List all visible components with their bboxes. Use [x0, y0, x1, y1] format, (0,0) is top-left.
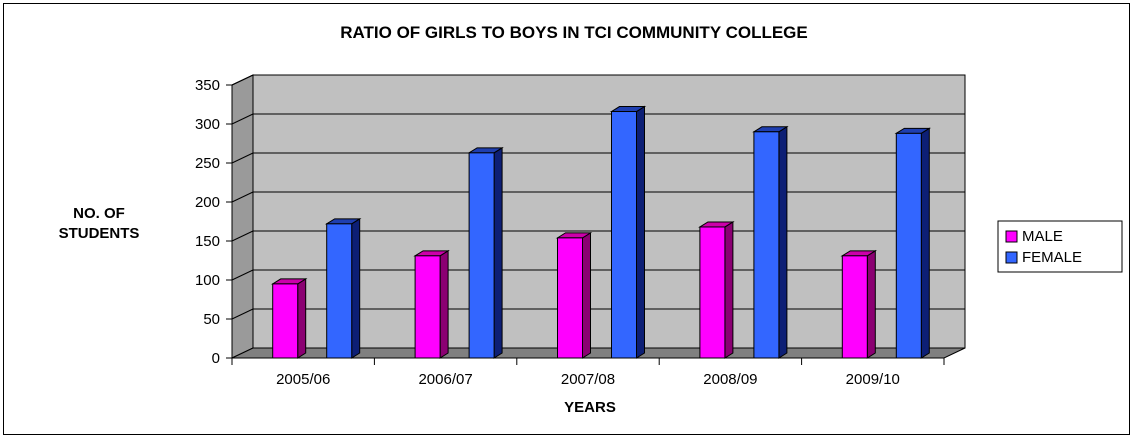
y-tick-label: 200: [195, 194, 220, 211]
y-tick-label: 250: [195, 155, 220, 172]
bar-side-female-4: [920, 127, 930, 359]
bar-side-male-4: [866, 249, 876, 359]
y-tick-label: 50: [203, 311, 220, 328]
grid-line-side: [231, 74, 254, 86]
bar-male-0: [272, 283, 299, 359]
y-tick-label: 350: [195, 77, 220, 94]
bar-side-male-0: [297, 277, 307, 359]
bar-side-female-2: [636, 105, 645, 359]
axes: [226, 84, 945, 365]
legend-label-female: FEMALE: [1022, 249, 1082, 266]
y-axis-label-line-1: NO. OF: [73, 205, 125, 222]
grid-line-side: [231, 191, 254, 203]
legend-label-male: MALE: [1022, 228, 1063, 245]
bar-side-male-2: [582, 231, 591, 359]
y-tick-labels: 0 50 100 150 200 250 300 350: [195, 77, 220, 367]
y-tick-label: 300: [195, 116, 220, 133]
grid-line-side: [231, 269, 254, 281]
bars: [270, 105, 932, 359]
x-tick-label: 2006/07: [418, 371, 472, 388]
grid-line-side: [231, 152, 254, 164]
bar-side-female-1: [493, 146, 503, 359]
x-tick-label: 2009/10: [846, 371, 900, 388]
x-tick-label: 2007/08: [561, 371, 615, 388]
y-tick-label: 100: [195, 272, 220, 289]
bar-side-female-0: [351, 217, 361, 359]
bar-female-4: [895, 132, 922, 359]
grid-line-side: [231, 230, 254, 242]
bar-female-2: [611, 111, 637, 359]
chart-title: RATIO OF GIRLS TO BOYS IN TCI COMMUNITY …: [340, 23, 808, 42]
bar-side-female-3: [778, 125, 788, 359]
legend: MALE FEMALE: [997, 220, 1123, 273]
x-tick-label: 2005/06: [276, 371, 330, 388]
bar-side-male-1: [439, 249, 449, 359]
x-tick-labels: 2005/06 2006/07 2007/08 2008/09 2009/10: [276, 371, 900, 388]
bar-female-0: [326, 223, 353, 359]
y-tick-label: 0: [212, 350, 220, 367]
grid-line-side: [231, 308, 254, 320]
grid-line-side: [231, 113, 254, 125]
bar-male-3: [699, 226, 726, 359]
legend-swatch-male: [1005, 230, 1018, 243]
x-tick-label: 2008/09: [703, 371, 757, 388]
legend-box: [997, 220, 1123, 273]
bar-side-male-3: [724, 221, 734, 359]
x-axis-label: YEARS: [564, 399, 616, 416]
bar-female-1: [468, 152, 495, 359]
bar-male-1: [414, 255, 441, 359]
y-axis-label-line-2: STUDENTS: [59, 225, 140, 242]
bar-female-3: [753, 131, 780, 359]
bar-male-2: [557, 237, 583, 359]
bar-male-4: [841, 255, 868, 359]
y-tick-label: 150: [195, 233, 220, 250]
side-wall: [231, 74, 254, 359]
legend-swatch-female: [1005, 251, 1018, 264]
